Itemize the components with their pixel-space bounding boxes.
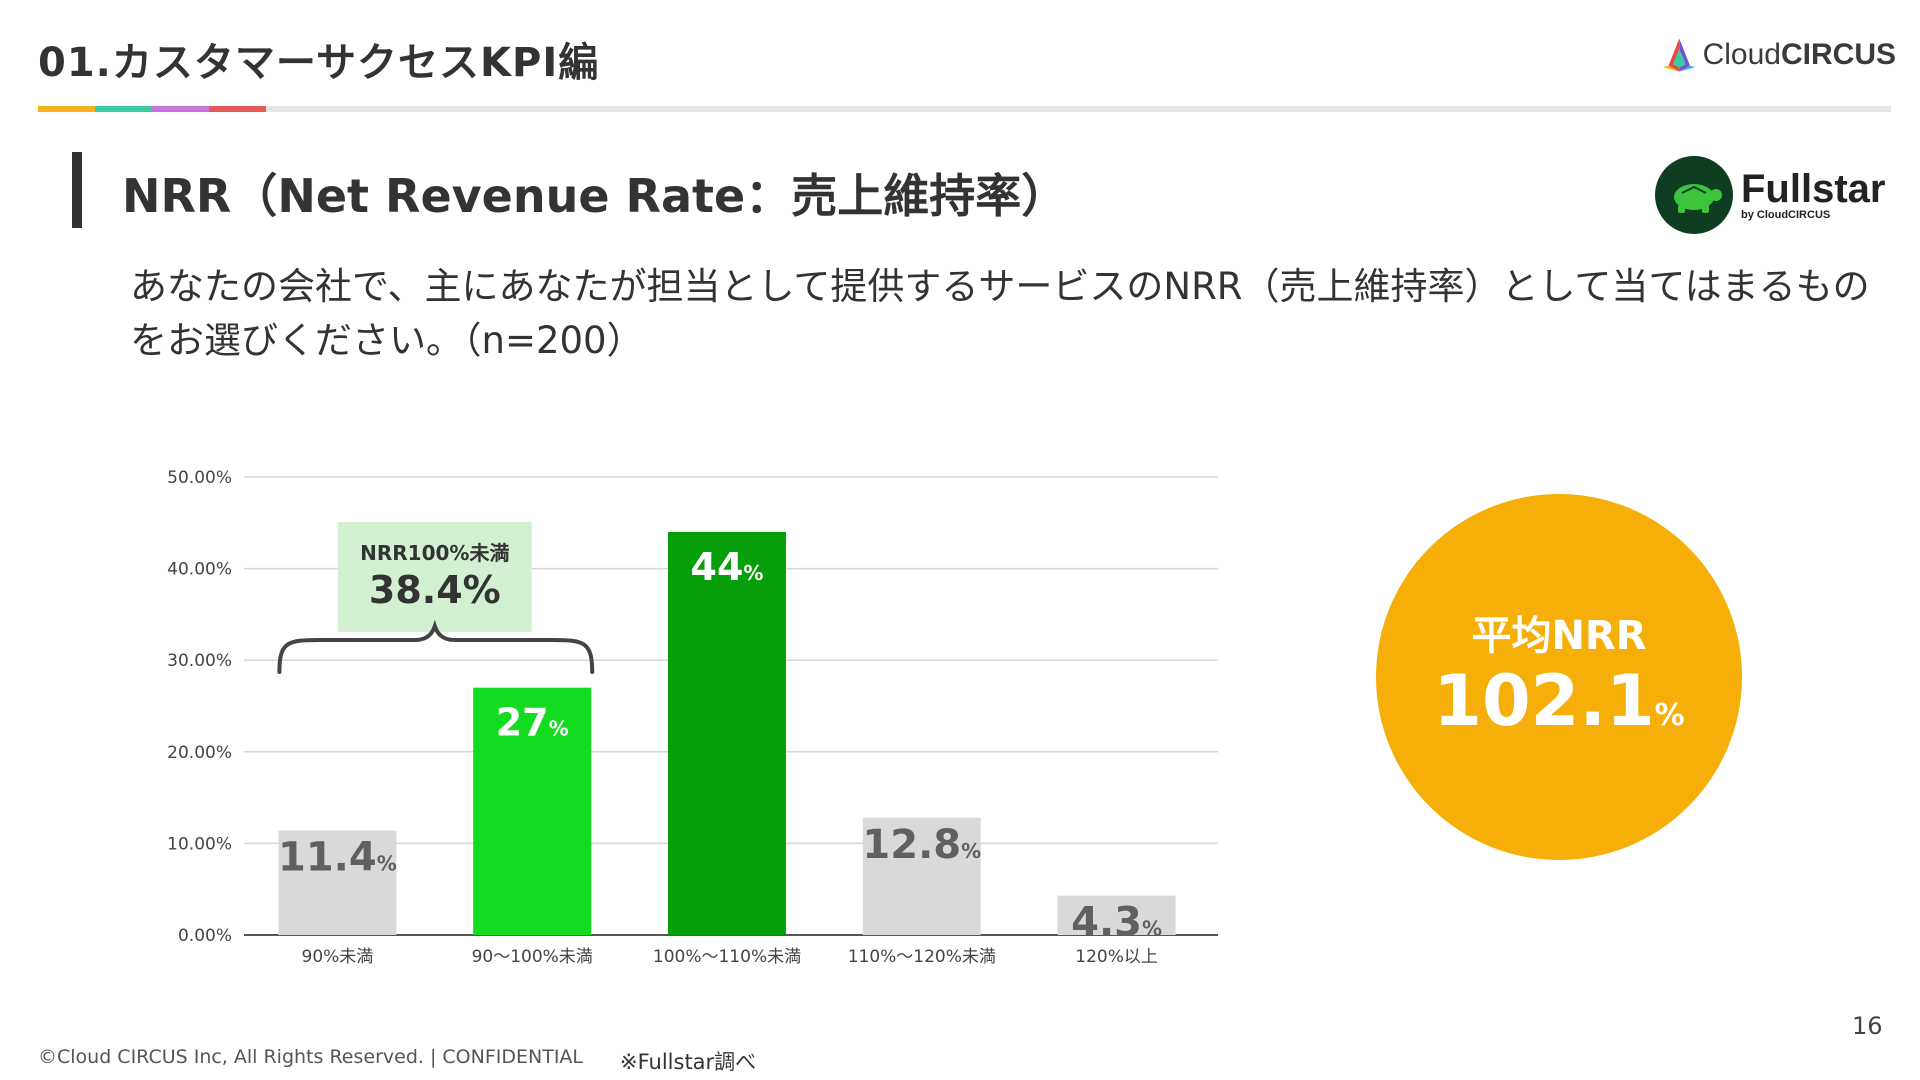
- bar-value-label: 27%: [496, 701, 569, 745]
- bar-value-label: 4.3%: [1071, 900, 1162, 946]
- y-tick-label: 30.00%: [167, 651, 232, 671]
- source-note: ※Fullstar調べ: [620, 1050, 757, 1074]
- average-nrr-unit: %: [1654, 698, 1685, 733]
- page-number: 16: [1852, 1012, 1883, 1040]
- rule-segment-yellow: [38, 106, 95, 112]
- bar: [473, 687, 592, 935]
- section-title: 01.カスタマーサクセスKPI編: [38, 40, 600, 86]
- rule-segment-red: [209, 106, 266, 112]
- y-tick-label: 10.00%: [167, 834, 232, 854]
- x-tick-label: 120%以上: [1075, 947, 1158, 967]
- bar-value-label: 44%: [691, 545, 764, 589]
- heading-marker: [72, 152, 82, 228]
- bar: [1057, 895, 1176, 935]
- cloudcircus-logo-icon: [1662, 38, 1696, 72]
- survey-question: あなたの会社で、主にあなたが担当として提供するサービスのNRR（売上維持率）とし…: [130, 265, 1870, 362]
- bar: [278, 830, 397, 935]
- annotation-box: [337, 522, 532, 632]
- fullstar-wordmark: Fullstar: [1741, 167, 1886, 211]
- bar-value-label: 12.8%: [862, 822, 981, 868]
- rule-segment-gray: [266, 106, 1891, 112]
- x-tick-label: 90%未満: [302, 947, 374, 967]
- annotation-title: NRR100%未満: [360, 541, 509, 565]
- y-tick-label: 0.00%: [178, 926, 232, 946]
- nrr-bar-chart: 0.00% 10.00% 20.00% 30.00% 40.00% 50.00% 11.4%…: [167, 468, 1218, 967]
- x-tick-label: 90～100%未満: [472, 947, 593, 967]
- average-nrr-value: 102.1: [1433, 660, 1655, 742]
- average-nrr-label: 平均NRR: [1471, 613, 1647, 659]
- y-tick-label: 40.00%: [167, 560, 232, 580]
- fullstar-logo: Fullstar by CloudCIRCUS: [1655, 155, 1891, 235]
- y-tick-label: 50.00%: [167, 468, 232, 488]
- cloudcircus-wordmark: CloudCIRCUS: [1702, 38, 1896, 71]
- header-rule: [38, 106, 1891, 112]
- y-tick-label: 20.00%: [167, 743, 232, 763]
- annotation-brace: [277, 619, 595, 674]
- bar-value-label: 11.4%: [278, 835, 397, 881]
- x-tick-label: 100%～110%未満: [653, 947, 801, 967]
- copyright: ©Cloud CIRCUS Inc, All Rights Reserved. …: [38, 1046, 584, 1068]
- rule-segment-teal: [95, 106, 152, 112]
- x-tick-label: 110%～120%未満: [848, 947, 996, 967]
- average-nrr-circle: 平均NRR 102.1%: [1376, 494, 1742, 860]
- bar: [862, 817, 981, 935]
- annotation-value: 38.4%: [369, 568, 501, 612]
- turtle-icon: [1655, 156, 1733, 234]
- rule-segment-purple: [152, 106, 209, 112]
- fullstar-byline: by CloudCIRCUS: [1741, 209, 1831, 221]
- cloudcircus-logo: CloudCIRCUS: [1660, 28, 1896, 82]
- slide-heading: NRR（Net Revenue Rate：売上維持率）: [122, 169, 1068, 223]
- bar: [668, 531, 786, 935]
